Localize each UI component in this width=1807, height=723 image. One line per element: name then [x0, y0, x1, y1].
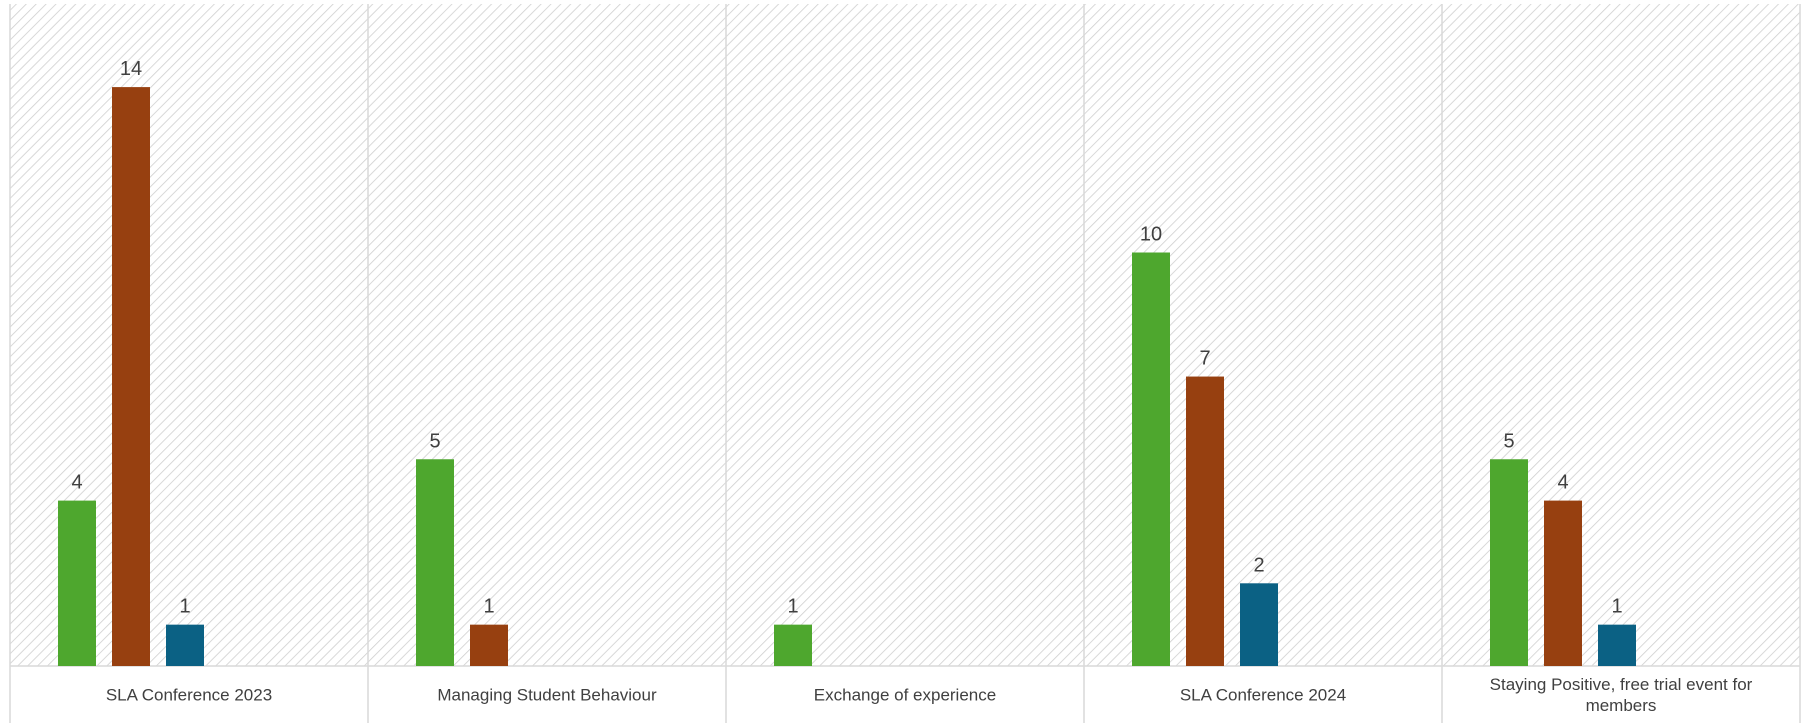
- data-label: 14: [120, 58, 142, 80]
- data-label: 1: [179, 596, 190, 618]
- category-labels-group: SLA Conference 2023 Managing Student Beha…: [106, 675, 1753, 715]
- bar: [58, 500, 96, 666]
- category-label: members: [1586, 696, 1657, 715]
- data-labels-group: 4 14 1 5 1 1 10 7 2 5 4 1: [71, 58, 1622, 618]
- data-label: 10: [1140, 224, 1162, 246]
- plot-background: [10, 4, 1800, 666]
- bar: [774, 624, 812, 666]
- category-label: Staying Positive, free trial event for: [1490, 675, 1753, 694]
- bar: [1490, 459, 1528, 666]
- data-label: 4: [71, 472, 82, 494]
- category-label: Managing Student Behaviour: [437, 686, 657, 705]
- bar: [470, 624, 508, 666]
- data-label: 1: [483, 596, 494, 618]
- bar: [1132, 252, 1170, 666]
- bars-group: [58, 87, 1636, 667]
- bar: [1544, 500, 1582, 666]
- bar: [1240, 583, 1278, 666]
- bar: [1598, 624, 1636, 666]
- category-label: SLA Conference 2023: [106, 686, 272, 705]
- category-dividers: [9, 4, 1801, 723]
- bar: [416, 459, 454, 666]
- category-label: SLA Conference 2024: [1180, 686, 1346, 705]
- category-label: Exchange of experience: [814, 686, 996, 705]
- bar: [166, 624, 204, 666]
- data-label: 1: [787, 596, 798, 618]
- data-label: 2: [1253, 554, 1264, 576]
- data-label: 1: [1611, 596, 1622, 618]
- bar: [1186, 376, 1224, 666]
- data-label: 7: [1199, 348, 1210, 370]
- data-label: 5: [1503, 430, 1514, 452]
- data-label: 4: [1557, 472, 1568, 494]
- data-label: 5: [429, 430, 440, 452]
- bar: [112, 87, 150, 667]
